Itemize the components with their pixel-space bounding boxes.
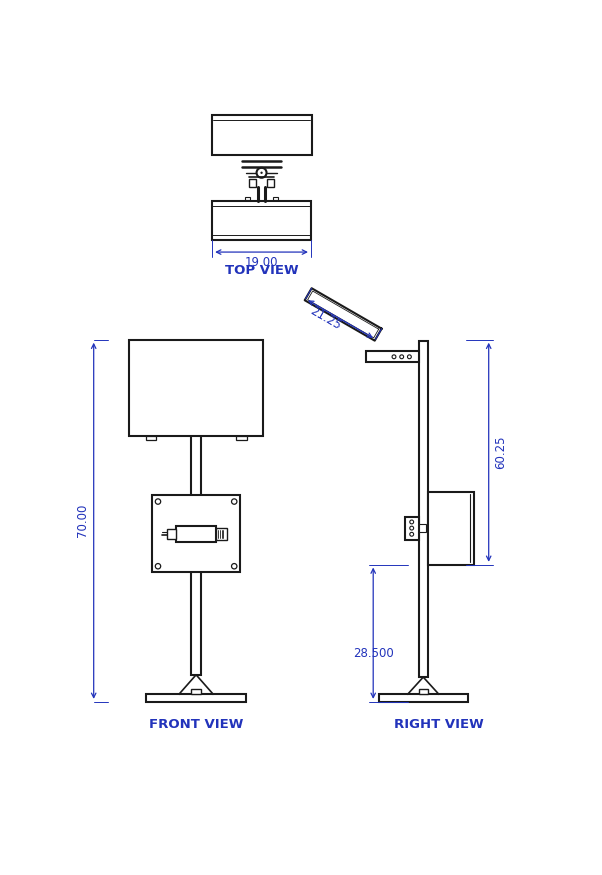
Circle shape — [400, 355, 403, 359]
Bar — [146, 694, 246, 702]
Circle shape — [155, 564, 161, 569]
Bar — [273, 197, 279, 200]
Circle shape — [256, 168, 267, 178]
Text: TOP VIEW: TOP VIEW — [225, 264, 299, 277]
Bar — [379, 694, 468, 702]
Bar — [176, 526, 216, 542]
Bar — [211, 115, 312, 155]
Bar — [418, 524, 426, 532]
Bar — [366, 352, 418, 362]
Bar — [129, 340, 264, 436]
Bar — [152, 495, 240, 572]
Text: 70.00: 70.00 — [76, 504, 89, 537]
Bar — [244, 197, 250, 200]
Circle shape — [232, 499, 237, 504]
Bar — [249, 178, 256, 186]
Circle shape — [410, 526, 414, 530]
Circle shape — [408, 355, 411, 359]
Text: RIGHT VIEW: RIGHT VIEW — [394, 718, 483, 732]
Text: 21.25: 21.25 — [307, 304, 343, 332]
Bar — [405, 516, 418, 540]
Bar — [418, 341, 428, 677]
Bar — [267, 178, 274, 186]
Bar — [236, 436, 247, 440]
Bar — [191, 341, 201, 675]
Bar — [418, 689, 428, 694]
Bar — [167, 529, 176, 538]
Bar — [216, 528, 227, 540]
Bar — [146, 436, 157, 440]
Bar — [428, 492, 474, 564]
Text: 28.500: 28.500 — [353, 648, 394, 660]
Text: 19.00: 19.00 — [245, 255, 278, 269]
Text: 60.25: 60.25 — [494, 436, 507, 469]
Bar — [191, 689, 202, 694]
Circle shape — [410, 520, 414, 524]
Circle shape — [232, 564, 237, 569]
Bar — [213, 201, 311, 240]
Text: FRONT VIEW: FRONT VIEW — [149, 718, 243, 732]
Circle shape — [261, 172, 262, 174]
Circle shape — [392, 355, 396, 359]
Circle shape — [410, 532, 414, 536]
Circle shape — [155, 499, 161, 504]
